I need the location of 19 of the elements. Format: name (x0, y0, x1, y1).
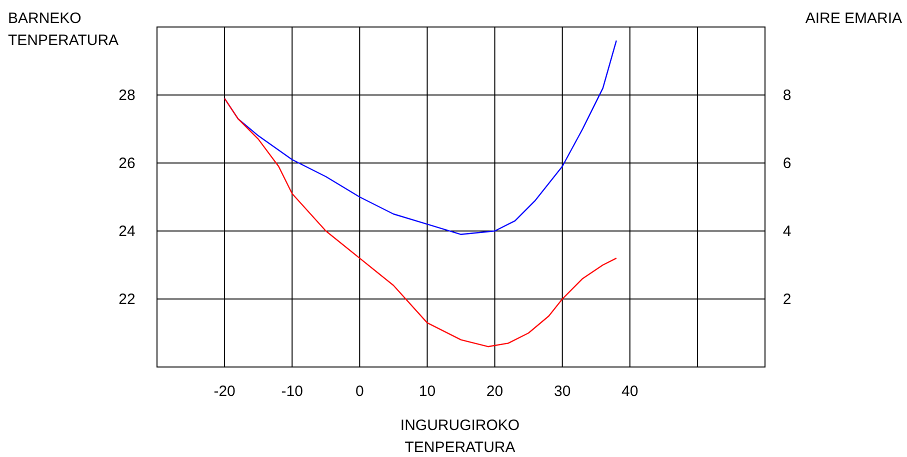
y-tick-label: 28 (118, 87, 136, 104)
x-tick-label: -20 (214, 383, 236, 400)
x-tick-label: -10 (281, 383, 303, 400)
x-tick-label: 10 (418, 383, 436, 400)
x-tick-label: 40 (622, 383, 638, 400)
x-tick-label: 0 (355, 383, 364, 400)
x-tick-label: 20 (486, 383, 504, 400)
y-tick-label: 24 (118, 223, 136, 240)
y2-tick-label: 6 (782, 155, 792, 172)
y2-axis-title: AIRE EMARIA (805, 10, 902, 27)
y2-tick-label: 2 (782, 291, 792, 308)
y2-tick-label: 4 (782, 223, 792, 240)
x-tick-label: 30 (554, 383, 571, 400)
y-tick-label: 22 (118, 291, 136, 308)
x-axis-title: INGURUGIROKO TENPERATURA (400, 417, 520, 456)
y2-tick-label: 8 (782, 87, 792, 104)
y-axis-title: BARNEKO TENPERATURA (8, 10, 119, 49)
line-series (224, 98, 617, 348)
y-tick-label: 26 (118, 155, 136, 172)
